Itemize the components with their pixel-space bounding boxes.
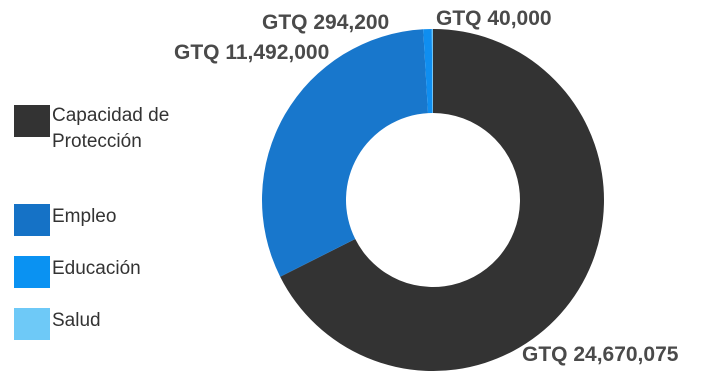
legend-item-salud: Salud xyxy=(14,308,101,340)
legend-label-empleo: Empleo xyxy=(52,206,117,227)
slice-salud xyxy=(431,29,433,114)
slice-educacion xyxy=(423,29,433,114)
legend-item-educacion: Educación xyxy=(14,256,141,288)
legend-item-empleo: Empleo xyxy=(14,204,116,236)
legend-label-educacion: Educación xyxy=(52,258,141,279)
legend-swatch-salud xyxy=(14,308,50,340)
slice-empleo xyxy=(262,29,428,277)
legend-label-capacidad: Capacidad de Protección xyxy=(52,105,170,152)
value-label-capacidad: GTQ 24,670,075 xyxy=(522,343,679,366)
legend-swatch-capacidad xyxy=(14,105,50,137)
legend-swatch-educacion xyxy=(14,256,50,288)
legend-swatch-empleo xyxy=(14,204,50,236)
value-label-educacion: GTQ 294,200 xyxy=(262,11,389,34)
legend-label-salud: Salud xyxy=(52,310,101,331)
slice-capacidad xyxy=(280,29,604,371)
donut-slices xyxy=(262,29,604,371)
legend-item-capacidad: Capacidad de Protección xyxy=(14,103,202,155)
value-label-salud: GTQ 40,000 xyxy=(436,7,552,30)
value-label-empleo: GTQ 11,492,000 xyxy=(174,41,329,64)
